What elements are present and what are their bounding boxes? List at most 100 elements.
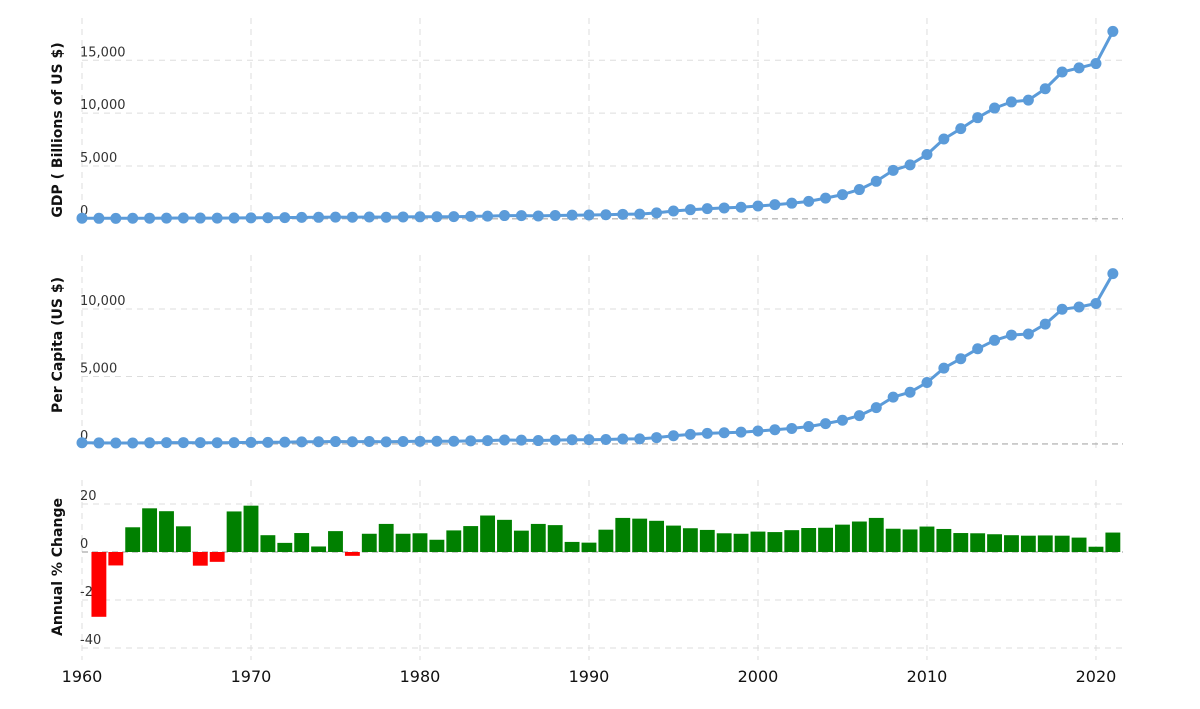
change-bar (497, 519, 512, 552)
change-bar (885, 528, 901, 552)
data-point (667, 430, 679, 442)
data-point (887, 391, 899, 403)
change-bar (209, 552, 225, 562)
change-bar (513, 530, 529, 552)
change-bar (547, 525, 563, 552)
change-bar (446, 530, 462, 552)
data-point (1039, 83, 1051, 95)
change-bar (243, 505, 259, 552)
data-point (160, 212, 172, 224)
data-point (211, 212, 223, 224)
y-tick-label: 0 (80, 537, 88, 552)
data-point (482, 435, 494, 447)
data-point (752, 425, 764, 437)
data-point (769, 424, 781, 436)
data-point (482, 210, 494, 222)
data-point (329, 211, 341, 223)
data-point (498, 434, 510, 446)
data-point (600, 433, 612, 445)
change-bar (277, 542, 293, 552)
data-point (1005, 329, 1017, 341)
data-point (1107, 268, 1119, 280)
data-point (921, 377, 933, 389)
change-bar (598, 529, 614, 552)
data-point (1022, 328, 1034, 340)
change-bar (226, 511, 242, 552)
change-bar (328, 531, 343, 552)
data-point (397, 435, 409, 447)
data-point (1005, 96, 1017, 108)
data-point (667, 205, 679, 217)
data-point (836, 414, 848, 426)
data-point (363, 211, 375, 223)
change-bar (1020, 535, 1036, 552)
change-bar (750, 531, 766, 552)
change-bar (344, 552, 360, 556)
y-tick-label: 5,000 (80, 151, 117, 166)
data-point (397, 211, 409, 223)
change-bar (970, 533, 986, 552)
change-bar (1054, 535, 1070, 552)
data-point (735, 201, 747, 213)
y-tick-label: 0 (80, 204, 88, 219)
change-bar (294, 533, 310, 552)
change-bar (108, 552, 124, 566)
data-point (448, 211, 460, 223)
data-point (1090, 297, 1102, 309)
data-point (786, 422, 798, 434)
change-bar (159, 511, 174, 552)
data-point (634, 208, 646, 220)
data-point (972, 343, 984, 355)
data-point (786, 197, 798, 209)
data-point (735, 426, 747, 438)
data-point (93, 212, 105, 224)
data-point (769, 199, 781, 211)
data-point (938, 362, 950, 374)
data-point (448, 435, 460, 447)
x-tick-label: 1960 (62, 667, 103, 686)
data-point (414, 435, 426, 447)
gdp-axis-label: GDP ( Billions of US $) (50, 42, 66, 217)
data-point (887, 164, 899, 176)
data-point (93, 437, 105, 449)
data-point (1039, 318, 1051, 330)
x-tick-label: 2000 (738, 667, 779, 686)
data-point (465, 435, 477, 447)
data-point (177, 437, 189, 449)
data-point (110, 437, 122, 449)
change-bar (801, 528, 817, 552)
data-point (127, 437, 139, 449)
data-point (313, 436, 325, 448)
data-point (532, 210, 544, 222)
change-bar (716, 533, 732, 552)
change-bar (395, 533, 411, 552)
y-tick-label: -40 (80, 633, 101, 648)
data-point (853, 184, 865, 196)
change-bar (682, 528, 698, 552)
data-point (904, 159, 916, 171)
data-point (431, 435, 443, 447)
data-point (431, 211, 443, 223)
data-point (617, 208, 629, 220)
data-point (651, 432, 663, 444)
change-bar (175, 526, 191, 552)
data-point (718, 202, 730, 214)
gdp-panel: GDP ( Billions of US $) 0 5,000 10,000 15,0… (50, 18, 1123, 224)
data-point (634, 433, 646, 445)
y-tick-label: 20 (80, 489, 97, 504)
x-axis: 1960 1970 1980 1990 2000 2010 2020 (62, 667, 1117, 686)
data-point (549, 434, 561, 446)
change-bar (784, 530, 800, 552)
change-bar (1088, 546, 1104, 552)
data-point (972, 112, 984, 124)
data-point (228, 437, 240, 449)
data-point (1073, 301, 1085, 313)
data-point (127, 212, 139, 224)
change-bar (632, 518, 648, 552)
change-bar (361, 533, 377, 552)
change-bar (919, 526, 935, 552)
y-tick-label: 10,000 (80, 294, 126, 309)
x-tick-label: 1990 (569, 667, 610, 686)
data-point (718, 427, 730, 439)
